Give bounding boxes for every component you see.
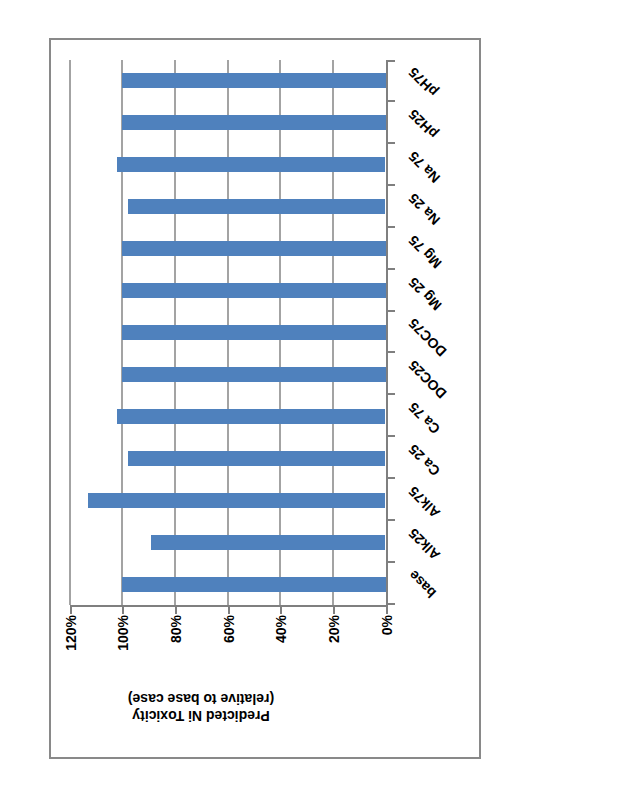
value-axis-tick [122,607,124,614]
bar-mg-75 [122,241,385,256]
category-axis-tick [388,435,395,437]
value-axis-title-line1: Predicted Ni Toxicity [51,707,351,724]
category-axis-tick [388,393,395,395]
value-axis-tick [333,607,335,614]
value-tick-label: 60% [221,615,237,685]
value-tick-label: 100% [115,615,131,685]
bar-na-75 [117,157,386,172]
value-axis-tick [280,607,282,614]
category-axis-tick [388,310,395,312]
bar-ph75 [122,73,385,88]
bar-base [122,577,385,592]
category-axis-tick [388,477,395,479]
bar-na-25 [128,199,386,214]
value-axis-tick [386,607,388,614]
category-axis-tick [388,603,395,605]
value-axis-tick [175,607,177,614]
category-axis-tick [388,351,395,353]
bar-doc75 [122,325,385,340]
bar-alk25 [151,535,385,550]
bar-ca-25 [128,451,386,466]
page: Predicted Ni Toxicity (relative to base … [0,0,618,800]
category-axis-tick [388,226,395,228]
value-tick-label: 0% [379,615,395,685]
category-axis-tick [388,100,395,102]
value-axis-tick [228,607,230,614]
category-axis-tick [388,184,395,186]
bar-alk75 [88,493,385,508]
category-axis-tick [388,561,395,563]
value-axis-title: Predicted Ni Toxicity (relative to base … [51,690,351,724]
value-tick-label: 120% [63,615,79,685]
bar-ph25 [122,115,385,130]
category-axis-tick [388,268,395,270]
category-axis-tick [388,60,395,62]
value-tick-label: 80% [168,615,184,685]
value-axis-title-line2: (relative to base case) [51,690,351,707]
bar-mg-25 [122,283,385,298]
bar-doc25 [122,367,385,382]
category-axis-tick [388,142,395,144]
value-axis-tick [70,607,72,614]
bar-ca-75 [117,409,386,424]
value-tick-label: 20% [326,615,342,685]
value-tick-label: 40% [273,615,289,685]
rotated-bar-chart: Predicted Ni Toxicity (relative to base … [49,38,481,759]
value-gridline [69,60,71,605]
category-axis-tick [388,519,395,521]
